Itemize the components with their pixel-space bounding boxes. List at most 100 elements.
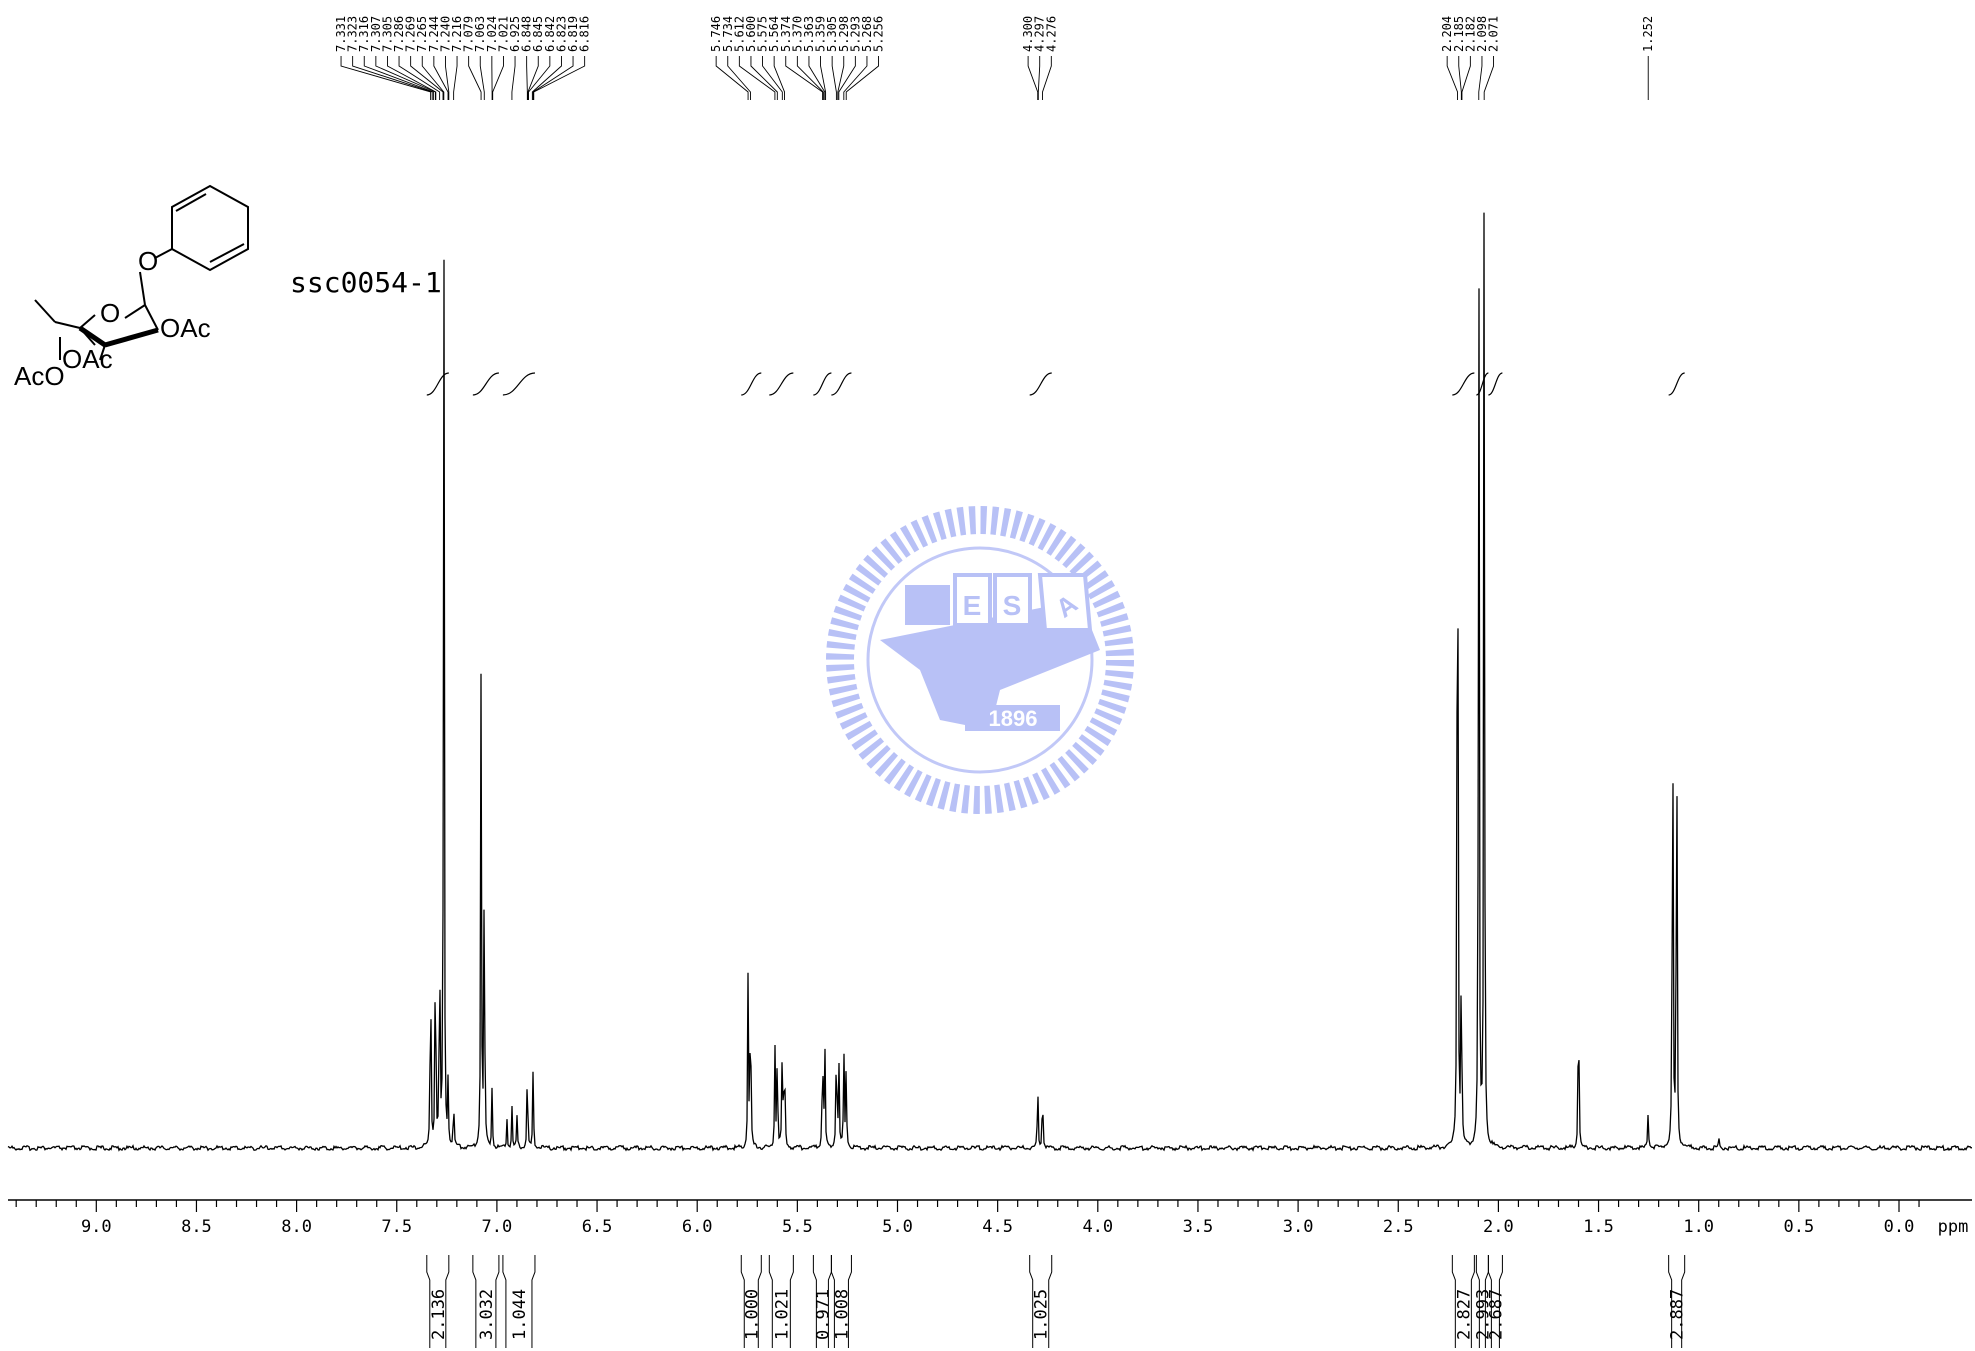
peak-leader-line [410,56,444,100]
integral-curve [831,372,852,396]
integral-bracket [426,1255,450,1348]
peak-label: 6.848 [520,16,534,52]
spectrum-trace [7,212,1973,1152]
watermark-year: 1896 [989,706,1038,731]
x-tick-label: 2.0 [1483,1217,1514,1237]
x-axis: ppm 9.0 8.5 8.0 7.5 7.0 6.5 6.0 5.5 5.0 4.5 4.0 3.5… [8,1199,1972,1237]
peak-label: 5.575 [756,16,770,52]
peak-leader-line [750,56,778,100]
integral-value: 1.025 [1032,1289,1052,1340]
integral-curve [1668,372,1685,396]
structure-label: O [138,246,158,276]
integral-value: 1.008 [832,1289,852,1340]
peak-leader-line [1461,56,1471,100]
x-tick-label: 4.5 [982,1217,1013,1237]
integral-bracket [1487,1255,1503,1348]
structure-label: O [100,298,120,328]
integral-value: 2.136 [429,1289,449,1340]
integral-value: 0.971 [813,1289,833,1340]
integral-value: 1.000 [742,1289,762,1340]
watermark-letter: S [1003,590,1022,621]
peak-leader-line [527,56,539,100]
x-tick-label: 3.0 [1283,1217,1314,1237]
peak-leader-line [531,56,562,100]
peak-label: 5.359 [814,16,828,52]
peak-label: 5.734 [721,16,735,52]
x-tick-label: 2.5 [1383,1217,1414,1237]
peak-label: 7.021 [496,16,510,52]
peak-leader-line [796,56,824,100]
peak-label: 5.612 [732,16,746,52]
peak-label: 7.286 [392,16,406,52]
peak-leader-line [492,56,504,100]
peak-label: 7.323 [346,16,360,52]
integral-curve [741,372,762,396]
peak-label: 6.816 [578,16,592,52]
peak-label: 2.185 [1452,16,1466,52]
peak-label: 2.204 [1440,16,1454,52]
peak-label: 7.240 [438,16,452,52]
peak-leader-line [1042,56,1052,100]
integral-curve [502,372,536,396]
peak-leader-line [837,56,845,100]
x-tick-label: 5.5 [782,1217,813,1237]
integral-curve [769,372,794,396]
integral-value: 2.827 [1454,1289,1474,1340]
peak-label: 2.182 [1463,16,1477,52]
x-tick-label: 5.0 [882,1217,913,1237]
structure-label: AcO [14,361,65,391]
peak-leader-line [533,56,586,100]
peak-leader-line [352,56,433,100]
chemical-structure [34,184,249,361]
peak-leader-line [1037,56,1041,100]
peak-label: 6.823 [554,16,568,52]
peak-leader-line [1483,56,1495,100]
integral-curve [1488,372,1503,396]
peak-label: 2.098 [1475,16,1489,52]
x-tick-label: 1.5 [1583,1217,1614,1237]
x-tick-label: 7.5 [381,1217,412,1237]
peak-label: 5.256 [872,16,886,52]
peak-leader-line [762,56,783,100]
peak-label: 7.269 [404,16,418,52]
integral-value: 1.044 [510,1289,530,1340]
watermark-logo: E S A 1896 [826,506,1134,814]
integral-curve [1029,372,1052,396]
peak-leader-line [511,56,516,100]
integral-curves [426,372,1685,396]
peak-label: 7.316 [357,16,371,52]
peak-label: 5.363 [802,16,816,52]
peak-leader-line [1027,56,1039,100]
peak-label: 1.252 [1641,16,1655,52]
peak-leader-line [785,56,824,100]
peak-leader-line [433,56,449,100]
peak-leader-line [526,56,528,100]
x-tick-label: 3.5 [1183,1217,1214,1237]
structure-label: OAc [160,313,211,343]
peak-label: 5.293 [848,16,862,52]
peak-label: 6.819 [566,16,580,52]
peak-label: 5.600 [744,16,758,52]
structure-label: OAc [62,344,113,374]
peak-leader-line [831,56,837,100]
peak-leader-line [1458,56,1462,100]
x-tick-label: 7.0 [482,1217,513,1237]
x-tick-label: 6.0 [682,1217,713,1237]
peak-label: 5.370 [790,16,804,52]
peak-leader-line [386,56,437,100]
integral-bracket [502,1255,536,1348]
integral-curve [1476,372,1489,396]
integral-values: 2.136 3.032 1.044 1.000 1.021 0.971 1.008 1.025… [426,1255,1688,1348]
peak-leader-line [738,56,776,100]
peak-label: 5.305 [825,16,839,52]
x-tick-label: 0.5 [1783,1217,1814,1237]
x-tick-label: 4.0 [1082,1217,1113,1237]
peak-label: 5.374 [779,16,793,52]
peak-label: 7.063 [473,16,487,52]
integral-bracket [472,1255,500,1348]
peak-leader-line [375,56,436,100]
peak-label: 7.216 [450,16,464,52]
sample-label: ssc0054-1 [290,266,442,299]
peak-label: 6.842 [543,16,557,52]
